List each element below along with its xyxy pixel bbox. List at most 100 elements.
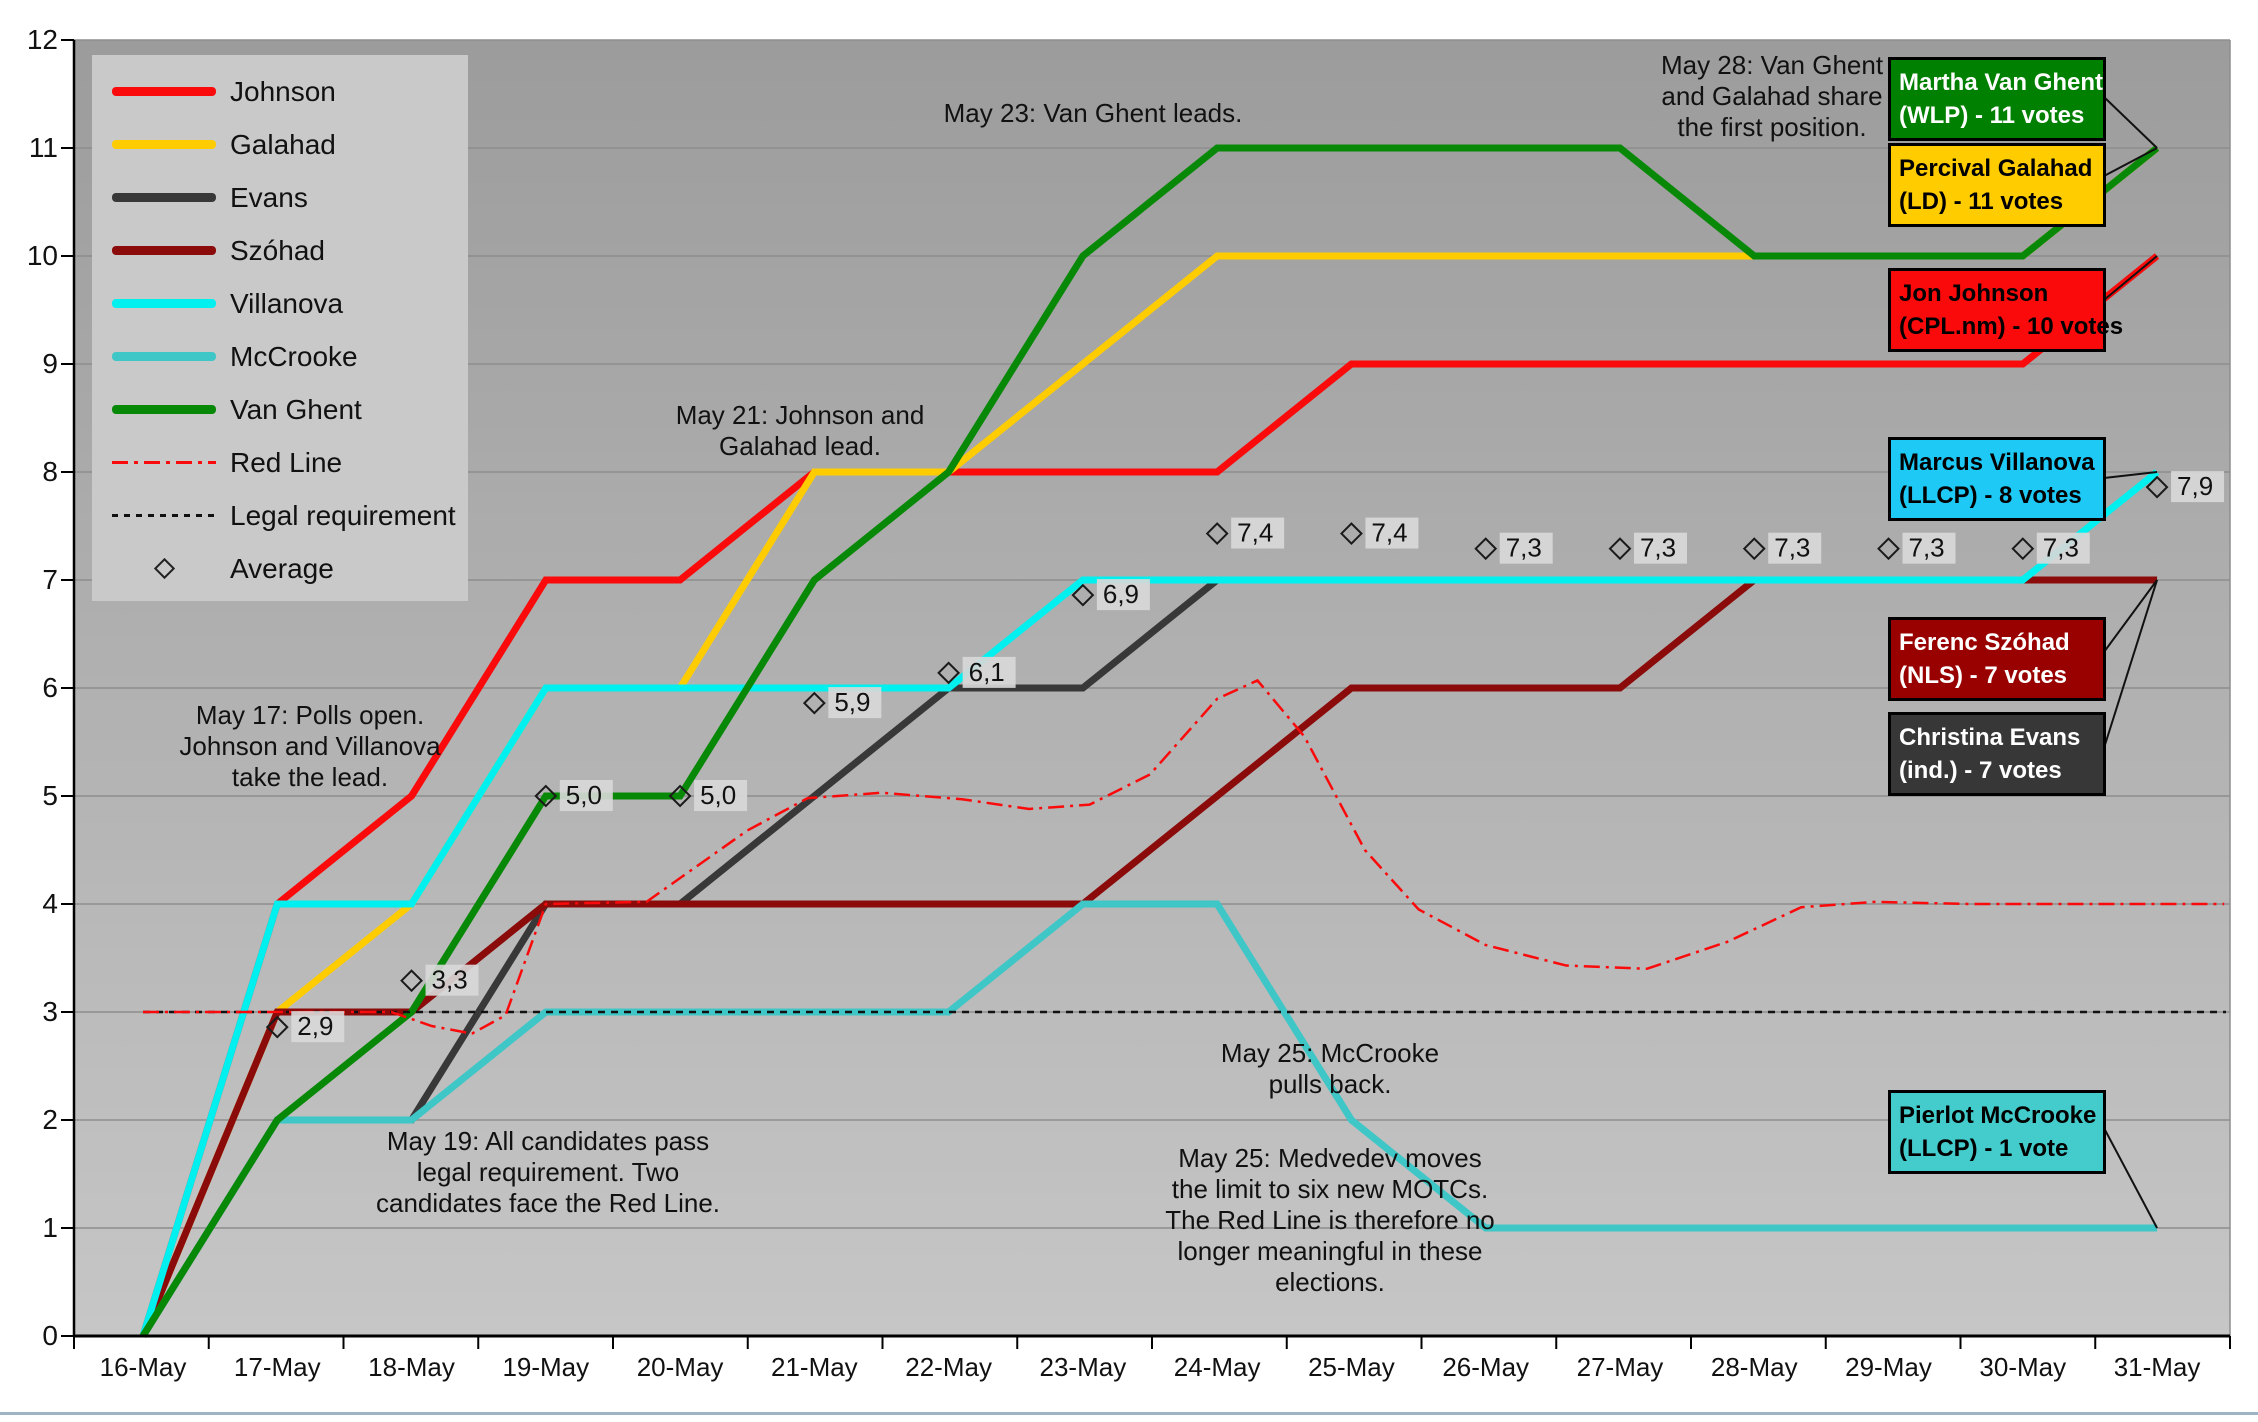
y-axis-label-2: 2 <box>42 1104 58 1135</box>
x-axis-label-28-May: 28-May <box>1710 1352 1798 1382</box>
legend-label: Szóhad <box>230 234 325 266</box>
y-axis-label-3: 3 <box>42 996 58 1027</box>
average-label-patch <box>962 656 1016 688</box>
series-line-van-ghent <box>140 144 2160 1338</box>
legend-line-sample-mccrooke <box>112 352 216 361</box>
legend-line-sample-szohad <box>112 246 216 255</box>
red-line <box>143 678 2225 1035</box>
average-label: 2,9 <box>297 1011 333 1041</box>
x-axis-label-18-May: 18-May <box>368 1352 455 1382</box>
legend-label: Galahad <box>230 128 336 160</box>
average-label: 7,9 <box>2177 471 2213 501</box>
y-axis-label-0: 0 <box>42 1320 58 1351</box>
result-box-evans: Christina Evans (ind.) - 7 votes <box>1888 712 2106 796</box>
legend-dashdot-sample <box>112 461 216 464</box>
average-diamond-icon <box>534 784 558 808</box>
average-diamond-icon <box>1071 583 1095 607</box>
legend-line-sample-evans <box>112 193 216 202</box>
x-axis-label-30-May: 30-May <box>1979 1352 2067 1382</box>
x-axis-label-27-May: 27-May <box>1576 1352 1664 1382</box>
legend-item-villanova: Villanova <box>92 277 468 330</box>
average-label-patch <box>425 964 479 996</box>
average-diamond-icon <box>265 1015 289 1039</box>
callout-lines <box>2103 96 2159 1229</box>
series-line-villanova <box>139 469 2160 1338</box>
average-diamond-icon <box>1877 537 1900 561</box>
annotation-may25-mccrooke: May 25: McCrooke pulls back. <box>1220 1038 1440 1099</box>
average-diamond-icon <box>668 784 692 808</box>
legend-item-mccrooke: McCrooke <box>92 330 468 383</box>
annotation-may21: May 21: Johnson and Galahad lead. <box>675 400 925 461</box>
y-axis-label-8: 8 <box>42 456 58 487</box>
legend-label: Evans <box>230 181 308 213</box>
callout-line <box>2103 255 2158 301</box>
series-line-mccrooke <box>140 900 2158 1338</box>
x-axis-label-22-May: 22-May <box>905 1352 992 1382</box>
bottom-separator <box>0 1412 2258 1415</box>
series-line-johnson <box>139 253 2160 1338</box>
average-label: 5,0 <box>700 780 736 810</box>
average-label: 7,4 <box>1371 518 1407 548</box>
average-label-patch <box>1231 517 1285 549</box>
legend-label: McCrooke <box>230 340 358 372</box>
legend-label: Average <box>230 552 334 584</box>
legend-item-galahad: Galahad <box>92 118 468 171</box>
average-diamond-icon <box>1340 522 1363 545</box>
average-label-patch <box>1365 517 1419 549</box>
x-axis-label-16-May: 16-May <box>99 1352 187 1382</box>
result-box-mccrooke: Pierlot McCrooke (LLCP) - 1 vote <box>1888 1090 2106 1174</box>
legend-line-sample-johnson <box>112 87 216 96</box>
average-diamond-icon <box>937 661 961 685</box>
average-label-patch <box>1096 579 1150 611</box>
x-axis-label-31-May: 31-May <box>2113 1352 2201 1382</box>
x-axis-label-21-May: 21-May <box>770 1352 858 1382</box>
legend-item-average: Average <box>92 542 468 595</box>
legend-label: Van Ghent <box>230 393 362 425</box>
x-axis-label-20-May: 20-May <box>636 1352 724 1382</box>
average-label: 5,0 <box>566 780 602 810</box>
average-label-patch <box>828 687 882 719</box>
y-axis-label-1: 1 <box>42 1212 58 1243</box>
y-axis-label-7: 7 <box>42 564 58 595</box>
legend-item-evans: Evans <box>92 171 468 224</box>
average-label: 7,3 <box>1640 533 1676 563</box>
x-axis-label-26-May: 26-May <box>1442 1352 1530 1382</box>
legend-line-sample-galahad <box>112 140 216 149</box>
average-label-patch <box>1768 532 1822 564</box>
legend-line-sample-villanova <box>112 299 216 308</box>
legend-item-johnson: Johnson <box>92 65 468 118</box>
diamond-marker-icon <box>112 557 216 580</box>
average-markers: 2,9 3,3 5,0 5,0 5,9 6,1 6,9 7,4 7,4 7,3 7,3 7,3 7,3 7… <box>265 471 2225 1043</box>
average-label: 3,3 <box>432 965 468 995</box>
average-diamond-icon <box>1205 522 1229 545</box>
x-axis-label-24-May: 24-May <box>1173 1352 1261 1382</box>
legend-line-sample-vanghent <box>112 405 216 414</box>
result-box-johnson: Jon Johnson (CPL.nm) - 10 votes <box>1888 268 2123 352</box>
y-axis-label-5: 5 <box>42 780 58 811</box>
result-box-van-ghent: Martha Van Ghent (WLP) - 11 votes <box>1888 57 2106 141</box>
average-label: 7,3 <box>1506 533 1542 563</box>
average-label-patch <box>1499 532 1553 564</box>
average-diamond-icon <box>1742 537 1766 561</box>
result-box-villanova: Marcus Villanova (LLCP) - 8 votes <box>1888 437 2106 521</box>
callout-line <box>2103 96 2158 149</box>
average-label-patch <box>2036 532 2090 564</box>
x-axis-label-29-May: 29-May <box>1845 1352 1932 1382</box>
series-lines <box>139 144 2160 1338</box>
average-diamond-icon <box>2145 475 2169 499</box>
callout-line <box>2103 471 2158 479</box>
average-diamond-icon <box>1608 537 1632 561</box>
callout-line <box>2103 1127 2158 1229</box>
axes-and-ticks <box>61 39 2231 1349</box>
average-label-patch <box>1902 532 1956 564</box>
legend-dotted-sample <box>112 514 216 517</box>
callout-line <box>2103 579 2158 653</box>
result-box-galahad: Percival Galahad (LD) - 11 votes <box>1888 143 2106 227</box>
annotation-may25-medvedev: May 25: Medvedev moves the limit to six … <box>1165 1143 1495 1297</box>
average-label-patch <box>2171 471 2225 503</box>
average-label: 6,1 <box>969 657 1005 687</box>
average-label: 7,3 <box>1909 533 1945 563</box>
legend-item-szohad: Szóhad <box>92 224 468 277</box>
x-axis-label-25-May: 25-May <box>1308 1352 1395 1382</box>
annotation-may17: May 17: Polls open. Johnson and Villanov… <box>179 700 441 792</box>
